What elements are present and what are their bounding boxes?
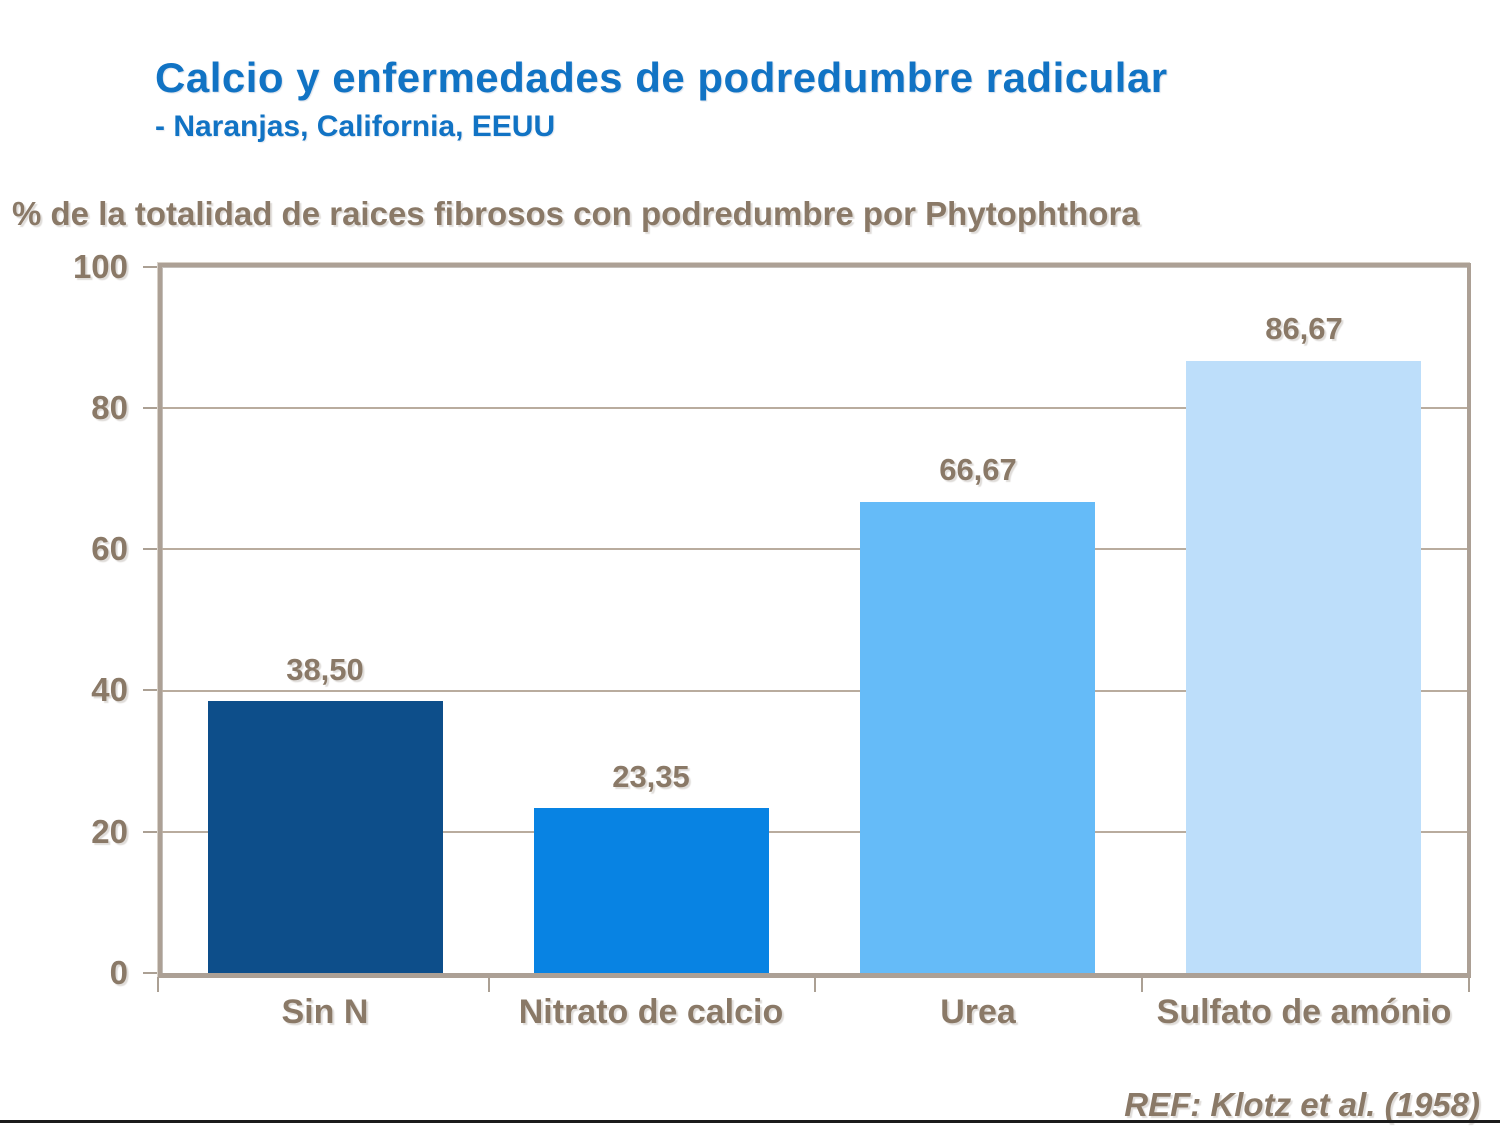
x-tick-mark — [1468, 977, 1470, 992]
value-label-sulfato: 86,67 — [1265, 311, 1343, 346]
gridline-60 — [162, 548, 1467, 550]
y-tick-label-20: 20 — [91, 813, 128, 850]
y-tick-label-100: 100 — [72, 248, 128, 285]
y-tick-mark — [143, 548, 158, 550]
bar-urea — [860, 502, 1095, 973]
bar-nitrato-de-calcio — [534, 808, 769, 973]
x-label-sin-n: Sin N — [281, 993, 369, 1031]
y-tick-mark — [143, 266, 158, 268]
slide-title: Calcio y enfermedades de podredumbre rad… — [155, 54, 1168, 101]
value-label-nitrato: 23,35 — [612, 759, 690, 794]
value-label-sin-n: 38,50 — [286, 652, 364, 687]
x-label-nitrato: Nitrato de calcio — [518, 993, 784, 1031]
plot-area — [158, 263, 1471, 978]
slide-subtitle: - Naranjas, California, EEUU — [155, 110, 556, 143]
footer-rule — [0, 1120, 1500, 1123]
y-tick-mark — [143, 831, 158, 833]
gridline-20 — [162, 831, 1467, 833]
gridline-80 — [162, 407, 1467, 409]
y-tick-label-60: 60 — [91, 530, 128, 567]
x-tick-mark — [488, 977, 490, 992]
x-label-urea: Urea — [940, 993, 1016, 1031]
y-tick-mark — [143, 407, 158, 409]
y-tick-label-80: 80 — [91, 389, 128, 426]
y-tick-label-0: 0 — [109, 954, 128, 991]
x-label-sulfato: Sulfato de amónio — [1156, 993, 1452, 1031]
bar-sin-n — [208, 701, 443, 973]
gridline-40 — [162, 690, 1467, 692]
value-label-urea: 66,67 — [939, 452, 1017, 487]
y-axis-title: % de la totalidad de raices fibrosos con… — [12, 195, 1140, 232]
y-tick-label-40: 40 — [91, 671, 128, 708]
x-tick-mark — [157, 977, 159, 992]
reference-citation: REF: Klotz et al. (1958) — [1124, 1086, 1480, 1123]
x-tick-mark — [814, 977, 816, 992]
y-tick-mark — [143, 972, 158, 974]
bar-sulfato-de-amonio — [1186, 361, 1421, 973]
y-tick-mark — [143, 689, 158, 691]
x-tick-mark — [1141, 977, 1143, 992]
